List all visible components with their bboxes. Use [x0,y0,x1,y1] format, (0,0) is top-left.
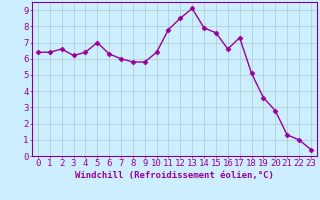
X-axis label: Windchill (Refroidissement éolien,°C): Windchill (Refroidissement éolien,°C) [75,171,274,180]
